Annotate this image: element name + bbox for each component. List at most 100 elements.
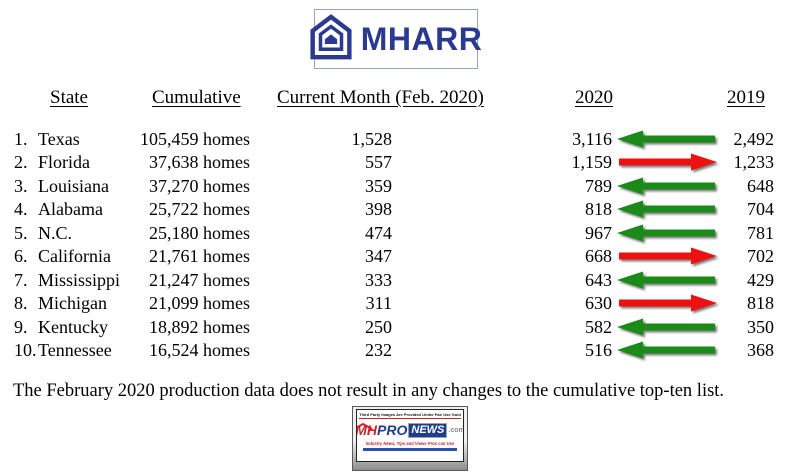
rank-state-cell: 7. Mississippi xyxy=(14,271,140,289)
current-month-cell: 474 xyxy=(365,222,392,243)
year-2019-cell: 1,233 xyxy=(733,152,775,173)
table-row: 10.Tennessee 16,524 homes 232 516 368 xyxy=(14,339,774,363)
trend-up-arrow-icon xyxy=(617,130,715,148)
rank: 1. xyxy=(14,128,28,149)
year-2020-cell: 967 xyxy=(585,222,612,243)
mharr-logo: MHARR xyxy=(310,9,482,69)
current-month-cell: 1,528 xyxy=(351,128,393,149)
trend-arrow-cell xyxy=(612,339,722,363)
wordmark-news: NEWS xyxy=(408,422,448,438)
note-text: The February 2020 production data does n… xyxy=(13,381,725,401)
trend-arrow-cell xyxy=(612,198,722,222)
rank-state-cell: 4. Alabama xyxy=(14,200,140,218)
trend-arrow-cell xyxy=(612,151,722,175)
state-name: Mississippi xyxy=(38,269,121,290)
year-2020-cell: 630 xyxy=(585,293,612,314)
year-2019-cell: 818 xyxy=(747,293,774,314)
year-2020-cell: 516 xyxy=(585,340,612,361)
rank: 8. xyxy=(14,293,28,314)
rank: 9. xyxy=(14,316,28,337)
mhpronews-wordmark: MH PRO NEWS .com xyxy=(357,422,464,438)
table-row: 5. N.C. 25,180 homes 474 967 781 xyxy=(14,221,774,245)
header-state: State xyxy=(50,87,88,108)
year-2019-cell: 702 xyxy=(747,246,774,267)
mhpronews-logo-inner: Third Party Images Are Provided Under Fa… xyxy=(356,409,464,462)
wordmark-pro: PRO xyxy=(377,422,408,438)
table-row: 6. California 21,761 homes 347 668 702 xyxy=(14,245,774,269)
trend-arrow-cell xyxy=(612,127,722,151)
year-2020-cell: 582 xyxy=(585,316,612,337)
mharr-logo-text: MHARR xyxy=(360,21,483,57)
header-current-month: Current Month (Feb. 2020) xyxy=(277,87,484,108)
rank-state-cell: 5. N.C. xyxy=(14,224,140,242)
rank: 2. xyxy=(14,152,28,173)
rank: 10. xyxy=(14,340,37,361)
header-cumulative: Cumulative xyxy=(152,87,241,108)
mhpronews-tagline: Industry News, Tips and Views Pros can U… xyxy=(365,440,455,446)
state-name: Alabama xyxy=(38,199,103,220)
current-month-cell: 398 xyxy=(365,199,392,220)
year-2019-cell: 429 xyxy=(747,269,774,290)
current-month-cell: 347 xyxy=(365,246,392,267)
trend-down-arrow-icon xyxy=(619,153,717,171)
rank-state-cell: 10.Tennessee xyxy=(14,341,140,359)
cumulative-cell: 16,524 homes xyxy=(149,340,250,361)
rank: 5. xyxy=(14,222,28,243)
rank: 6. xyxy=(14,246,28,267)
trend-down-arrow-icon xyxy=(619,294,717,312)
table-row: 8. Michigan 21,099 homes 311 630 818 xyxy=(14,292,774,316)
trend-arrow-cell xyxy=(612,245,722,269)
rank: 3. xyxy=(14,175,28,196)
trend-up-arrow-icon xyxy=(617,177,715,195)
trend-arrow-cell xyxy=(612,315,722,339)
current-month-cell: 311 xyxy=(365,293,392,314)
table-row: 9. Kentucky 18,892 homes 250 582 350 xyxy=(14,315,774,339)
year-2019-cell: 368 xyxy=(747,340,774,361)
trend-down-arrow-icon xyxy=(619,247,717,265)
state-name: Kentucky xyxy=(38,316,108,337)
trend-arrow-cell xyxy=(612,292,722,316)
cumulative-cell: 37,638 homes xyxy=(149,152,250,173)
rank: 4. xyxy=(14,199,28,220)
state-name: Florida xyxy=(38,152,90,173)
trend-up-arrow-icon xyxy=(617,271,715,289)
rank-state-cell: 1. Texas xyxy=(14,130,140,148)
rank: 7. xyxy=(14,269,28,290)
fair-use-text: Third Party Images Are Provided Under Fa… xyxy=(359,411,461,419)
cumulative-cell: 21,761 homes xyxy=(149,246,250,267)
mharr-house-icon xyxy=(310,13,352,65)
rank-state-cell: 9. Kentucky xyxy=(14,318,140,336)
cumulative-cell: 105,459 homes xyxy=(140,128,250,149)
header-2019: 2019 xyxy=(727,87,765,108)
trend-arrow-cell xyxy=(612,221,722,245)
cumulative-cell: 25,180 homes xyxy=(149,222,250,243)
wordmark-mh: MH xyxy=(357,422,377,437)
production-table-body: 1. Texas 105,459 homes 1,528 3,116 2,492 2. Flo… xyxy=(14,127,774,362)
state-name: Michigan xyxy=(38,293,107,314)
cumulative-cell: 25,722 homes xyxy=(149,199,250,220)
rank-state-cell: 3. Louisiana xyxy=(14,177,140,195)
state-name: California xyxy=(38,246,111,267)
current-month-cell: 333 xyxy=(365,269,392,290)
year-2020-cell: 789 xyxy=(585,175,612,196)
wordmark-com: .com xyxy=(448,426,464,434)
current-month-cell: 557 xyxy=(365,152,392,173)
year-2019-cell: 648 xyxy=(747,175,774,196)
state-name: N.C. xyxy=(38,222,73,243)
current-month-cell: 250 xyxy=(365,316,392,337)
year-2020-cell: 1,159 xyxy=(571,152,613,173)
trend-up-arrow-icon xyxy=(617,318,715,336)
trend-arrow-cell xyxy=(612,174,722,198)
year-2020-cell: 643 xyxy=(585,269,612,290)
year-2019-cell: 350 xyxy=(747,316,774,337)
cumulative-cell: 21,099 homes xyxy=(149,293,250,314)
header-2020: 2020 xyxy=(575,87,613,108)
cumulative-cell: 18,892 homes xyxy=(149,316,250,337)
year-2020-cell: 668 xyxy=(585,246,612,267)
table-row: 4. Alabama 25,722 homes 398 818 704 xyxy=(14,198,774,222)
trend-up-arrow-icon xyxy=(617,224,715,242)
table-row: 2. Florida 37,638 homes 557 1,159 1,233 xyxy=(14,151,774,175)
year-2019-cell: 781 xyxy=(747,222,774,243)
roof-icon xyxy=(357,418,373,432)
